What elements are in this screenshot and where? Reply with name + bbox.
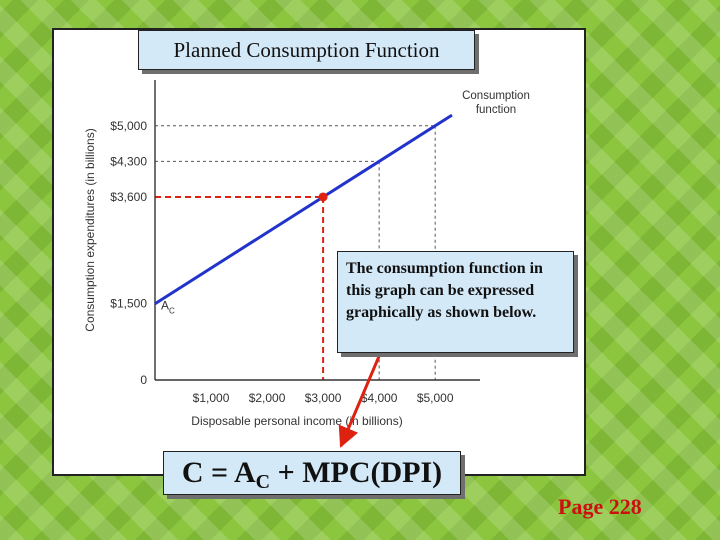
series-layer xyxy=(154,113,453,305)
explanation-note: The consumption function in this graph c… xyxy=(337,251,574,353)
y-axis-title: Consumption expenditures (in billions) xyxy=(83,128,97,331)
x-axis-title: Disposable personal income (in billions) xyxy=(191,414,402,428)
x-tick-label: $3,000 xyxy=(305,391,342,405)
x-tick-label: $5,000 xyxy=(417,391,454,405)
slide-title: Planned Consumption Function xyxy=(138,30,475,70)
annotation-arrows xyxy=(338,353,382,448)
x-tick-label: $4,000 xyxy=(361,391,398,405)
formula-subscript: C xyxy=(255,471,271,493)
curve-label-line-2: function xyxy=(476,104,516,116)
highlight-point xyxy=(318,192,328,202)
intercept-label-a: A xyxy=(161,299,169,313)
curve-label-line-1: Consumption xyxy=(462,90,530,102)
page-number: Page 228 xyxy=(558,494,642,519)
y-tick-label: $4,300 xyxy=(110,154,147,168)
consumption-formula: C = AC + MPC(DPI) xyxy=(163,451,461,495)
formula-rest: + MPC(DPI) xyxy=(270,456,443,489)
y-tick-label: $1,500 xyxy=(110,297,147,311)
y-tick-label: $5,000 xyxy=(110,119,147,133)
formula-eq: = A xyxy=(203,456,256,489)
y-tick-labels: 0 $1,500 $3,600 $4,300 $5,000 xyxy=(110,119,147,387)
red-arrow xyxy=(338,353,382,448)
y-tick-label: $3,600 xyxy=(110,190,147,204)
x-tick-label: $2,000 xyxy=(249,391,286,405)
y-tick-label: 0 xyxy=(140,373,147,387)
consumption-function-line xyxy=(154,113,453,305)
intercept-label: AC xyxy=(161,299,175,316)
x-tick-labels: $1,000 $2,000 $3,000 $4,000 $5,000 xyxy=(193,391,454,405)
formula-c: C xyxy=(181,456,204,489)
x-tick-label: $1,000 xyxy=(193,391,230,405)
intercept-label-sub: C xyxy=(169,307,175,316)
